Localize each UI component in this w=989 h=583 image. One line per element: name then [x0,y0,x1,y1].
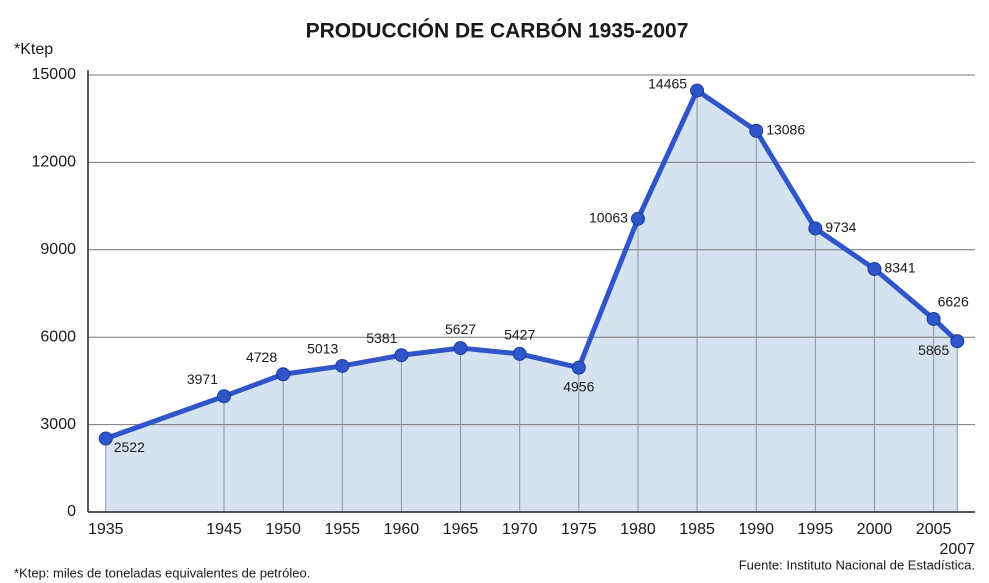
x-tick-label: 1985 [679,521,715,538]
chart-title: PRODUCCIÓN DE CARBÓN 1935-2007 [306,19,689,43]
footnote: *Ktep: miles de toneladas equivalentes d… [14,565,310,580]
point [630,211,645,226]
point [867,261,882,276]
x-tick-label: 1945 [206,521,242,538]
data-label: 5013 [307,341,338,357]
point [512,346,527,361]
data-label: 3971 [187,371,218,387]
point [276,367,291,382]
data-label: 9734 [825,219,856,235]
y-tick-label: 12000 [32,154,77,171]
x-tick-label: 1960 [384,521,420,538]
x-tick-label: 1995 [798,521,834,538]
x-tick-label: 1970 [502,521,538,538]
point [217,389,232,404]
x-tick-label: 2005 [916,521,952,538]
data-label: 4956 [563,378,594,394]
point [394,348,409,363]
y-tick-label: 6000 [40,328,76,345]
y-tick-label: 15000 [32,66,77,83]
x-tick-label: 1980 [620,521,656,538]
data-label: 13086 [766,121,805,137]
data-label: 5427 [504,327,535,343]
point [690,83,705,98]
point [571,360,586,375]
x-tick-label: 1990 [738,521,774,538]
point [453,341,468,356]
data-label: 5865 [918,342,949,358]
source: Fuente: Instituto Nacional de Estadístic… [739,557,975,572]
x-tick-label: 1950 [265,521,301,538]
data-label: 5381 [366,330,397,346]
x-tick-label: 2007 [939,541,975,558]
y-tick-label: 0 [67,503,76,520]
y-axis-label: *Ktep [14,41,53,58]
point [926,311,941,326]
point [808,221,823,236]
data-label: 4728 [246,349,277,365]
area [105,90,958,512]
point [950,334,965,349]
x-tick-label: 1935 [88,521,124,538]
data-label: 5627 [445,321,476,337]
x-tick-label: 1965 [443,521,479,538]
point [98,431,113,446]
point [335,358,350,373]
data-label: 6626 [938,294,969,310]
data-label: 14465 [648,75,687,91]
data-label: 2522 [114,439,145,455]
data-label: 8341 [884,260,915,276]
data-label: 10063 [589,210,628,226]
point [749,123,764,138]
y-tick-label: 3000 [40,416,76,433]
x-tick-label: 1955 [324,521,360,538]
y-tick-label: 9000 [40,241,76,258]
x-tick-label: 2000 [857,521,893,538]
x-tick-label: 1975 [561,521,597,538]
